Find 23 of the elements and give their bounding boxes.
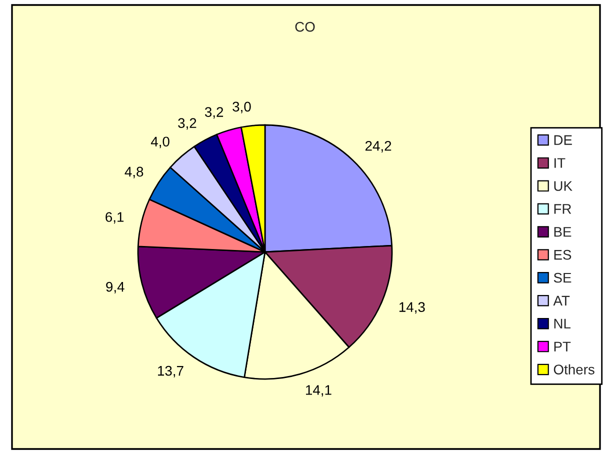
legend-label: UK: [554, 181, 572, 191]
legend-label: Others: [554, 364, 594, 374]
data-label: 3,2: [178, 118, 196, 130]
chart-title: CO: [295, 22, 315, 32]
data-label: 24,2: [365, 140, 392, 152]
data-label: 4,8: [124, 166, 144, 178]
data-label: 6,1: [106, 212, 124, 224]
legend-label: BE: [554, 227, 572, 237]
legend-label: ES: [554, 250, 572, 260]
data-label: 9,4: [106, 282, 124, 294]
legend-label: PT: [554, 342, 571, 352]
data-label: 14,3: [399, 302, 425, 314]
legend-label: FR: [554, 204, 572, 214]
legend-label: AT: [553, 296, 570, 306]
data-label: 3,2: [204, 107, 224, 119]
legend-label: SE: [554, 272, 572, 283]
legend-label: NL: [554, 318, 571, 328]
legend-label: DE: [554, 135, 572, 145]
data-label: 3,0: [232, 102, 251, 114]
data-label: 14,1: [306, 385, 332, 397]
data-label: 13,7: [158, 366, 184, 378]
data-label: 4,0: [150, 136, 170, 148]
legend-label: IT: [554, 158, 566, 168]
